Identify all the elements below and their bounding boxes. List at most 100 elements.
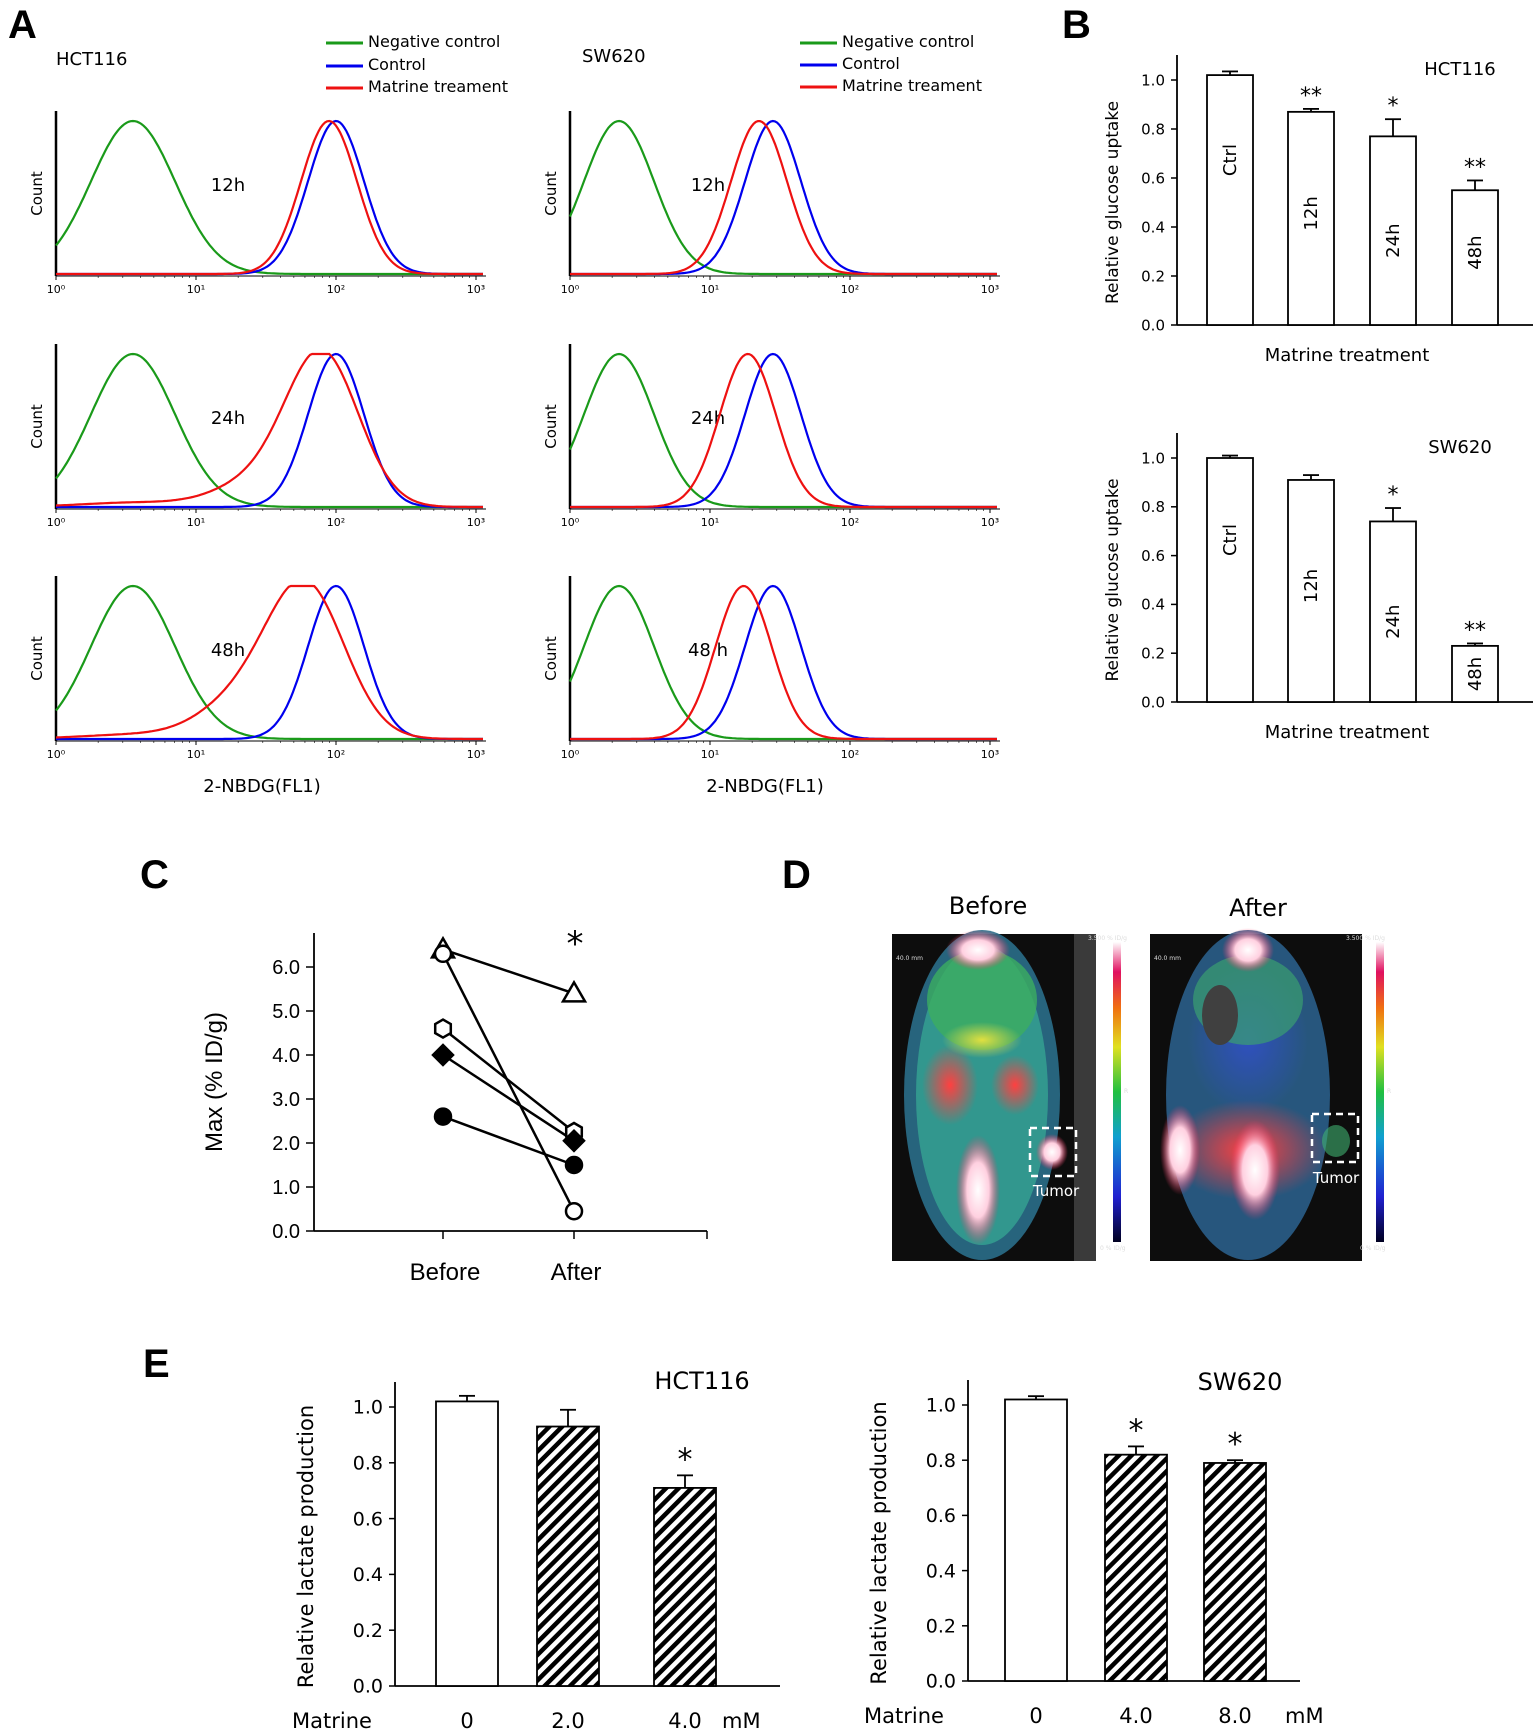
scatter-chart: 0.0 1.0 2.0 3.0 4.0 5.0 6.0 Before After Max (% I…	[201, 924, 708, 1286]
y-tick-label: 0.2	[353, 1620, 383, 1642]
histogram-line-control	[570, 352, 997, 509]
histogram-HCT116-48h: 10⁰ 10¹ 10² 10³ Count 48h	[28, 576, 486, 761]
significance-star: *	[1388, 94, 1399, 119]
significance-star: **	[1300, 84, 1322, 109]
x-tick-label: 0	[460, 1709, 473, 1732]
x-tick-label: 10³	[467, 283, 485, 296]
y-tick-label: 0.6	[353, 1508, 383, 1530]
y-tick-label: 2.0	[272, 1133, 300, 1155]
y-tick-label: 0.4	[926, 1560, 956, 1582]
bar-0	[1004, 1398, 1068, 1682]
significance-star: *	[567, 924, 584, 964]
bar-24h	[1369, 135, 1417, 326]
x-tick-label: 10¹	[701, 748, 719, 761]
color-scale-before	[1113, 942, 1121, 1242]
lactate-chart-sw620: 0.0 0.2 0.4 0.6 0.8 1.0 Relative lactate produ…	[864, 1368, 1324, 1728]
marker-circle-open	[564, 1201, 584, 1221]
marker-hexagon-open	[433, 1018, 453, 1040]
paired-line	[442, 1027, 575, 1133]
legend-hct116: Negative control Control Matrine treamen…	[326, 32, 508, 96]
color-scale-after	[1376, 942, 1384, 1242]
hct116-xlabel: 2-NBDG(FL1)	[203, 776, 320, 797]
paired-line	[441, 953, 576, 1212]
histogram-line-negative-control	[55, 119, 483, 276]
x-tick-label: 10²	[327, 516, 345, 529]
bar-category-label: Ctrl	[1220, 144, 1241, 176]
sw620-column-title: SW620	[582, 46, 646, 67]
y-tick-label: 0.0	[926, 1671, 956, 1693]
y-tick-label: 0.6	[926, 1505, 956, 1527]
marker-circle-open	[433, 944, 453, 964]
y-axis-label: Relative lactate production	[294, 1405, 318, 1688]
legend-sw620: Negative control Control Matrine treamen…	[800, 32, 982, 95]
x-tick-label: 10³	[981, 748, 999, 761]
histogram-grid: 10⁰ 10¹ 10² 10³ Count 12h 10⁰ 10¹ 10² 10³ Count 24h…	[28, 111, 1000, 761]
histogram-line-negative-control	[568, 119, 997, 276]
x-tick-label: 10³	[467, 748, 485, 761]
paired-line	[442, 1053, 575, 1142]
histogram-line-matrine-treament	[56, 119, 483, 276]
time-label: 12h	[691, 175, 725, 196]
histogram-line-control	[570, 584, 997, 741]
panel-label-c: C	[140, 853, 169, 897]
x-tick-label: 10²	[841, 283, 859, 296]
x-tick-label: 10²	[841, 516, 859, 529]
significance-star: *	[678, 1442, 693, 1477]
x-tick-label: 10¹	[187, 516, 205, 529]
y-tick-label: 0.4	[353, 1564, 383, 1586]
time-label: 48 h	[688, 640, 728, 661]
x-tick-label: 10³	[467, 516, 485, 529]
pet-image-before: Tumor 3.500 % ID/g R 0 % ID/g 40.0 mm	[892, 930, 1128, 1261]
x-tick-label: 10¹	[187, 748, 205, 761]
y-tick-label: 0.0	[1141, 693, 1165, 711]
glucose-chart-sw620: 0.0 0.2 0.4 0.6 0.8 1.0 Relative glucose uptak…	[1103, 433, 1533, 743]
significance-star: *	[1388, 483, 1399, 508]
scale-length-after: 40.0 mm	[1154, 955, 1181, 962]
y-axis-label: Count	[28, 636, 46, 681]
chart-title: HCT116	[1424, 59, 1495, 80]
scale-bottom-before: 0 % ID/g	[1100, 1245, 1126, 1252]
y-axis-label: Count	[542, 171, 560, 216]
y-tick-label: 0.6	[1141, 547, 1165, 565]
bar-Ctrl	[1206, 74, 1254, 326]
bar-12h	[1287, 479, 1335, 703]
x-tick-label: 10¹	[187, 283, 205, 296]
tumor-label-before: Tumor	[1032, 1182, 1080, 1200]
y-axis-label: Count	[542, 404, 560, 449]
x-axis-label: Matrine treatment	[1265, 722, 1430, 743]
x-tick-label: After	[551, 1259, 602, 1286]
marker-diamond-filled	[431, 1043, 455, 1067]
panel-c-pet-uptake: 0.0 1.0 2.0 3.0 4.0 5.0 6.0 Before After Max (% I…	[201, 924, 708, 1286]
y-tick-label: 1.0	[926, 1395, 956, 1417]
y-tick-label: 0.4	[1141, 596, 1165, 614]
y-tick-label: 4.0	[272, 1045, 300, 1067]
marker-triangle-open	[560, 979, 588, 1003]
bar-0	[435, 1400, 499, 1687]
x-axis-label: Matrine treatment	[1265, 345, 1430, 366]
significance-star: **	[1464, 618, 1486, 643]
paired-line	[442, 1115, 575, 1167]
pet-after-title: After	[1229, 894, 1287, 922]
x-tick-label: 10⁰	[561, 748, 580, 761]
hct116-column-title: HCT116	[56, 49, 127, 70]
chart-title: SW620	[1198, 1368, 1283, 1396]
y-axis-label: Count	[28, 171, 46, 216]
legend-label-neg: Negative control	[842, 32, 974, 51]
bar-category-label: Ctrl	[1220, 524, 1241, 556]
y-tick-label: 3.0	[272, 1089, 300, 1111]
y-tick-label: 0.0	[272, 1221, 300, 1243]
y-tick-label: 5.0	[272, 1001, 300, 1023]
panel-label-e: E	[143, 1342, 170, 1386]
bar-4.0	[653, 1487, 717, 1687]
histogram-line-control	[56, 584, 483, 741]
bar-category-label: 48h	[1465, 235, 1486, 269]
panel-b-glucose-uptake: 0.0 0.2 0.4 0.6 0.8 1.0 Relative glucose uptak…	[1103, 55, 1533, 743]
x-tick-label: 0	[1029, 1704, 1042, 1728]
bar-4.0	[1104, 1453, 1168, 1682]
lactate-chart-hct116: 0.0 0.2 0.4 0.6 0.8 1.0 Relative lactate produ…	[292, 1367, 780, 1732]
bar-2.0	[536, 1425, 600, 1687]
histogram-line-negative-control	[568, 352, 997, 509]
y-tick-label: 1.0	[1141, 449, 1165, 467]
legend-label-mat: Matrine treament	[842, 76, 982, 95]
marker-diamond-filled	[562, 1129, 586, 1153]
